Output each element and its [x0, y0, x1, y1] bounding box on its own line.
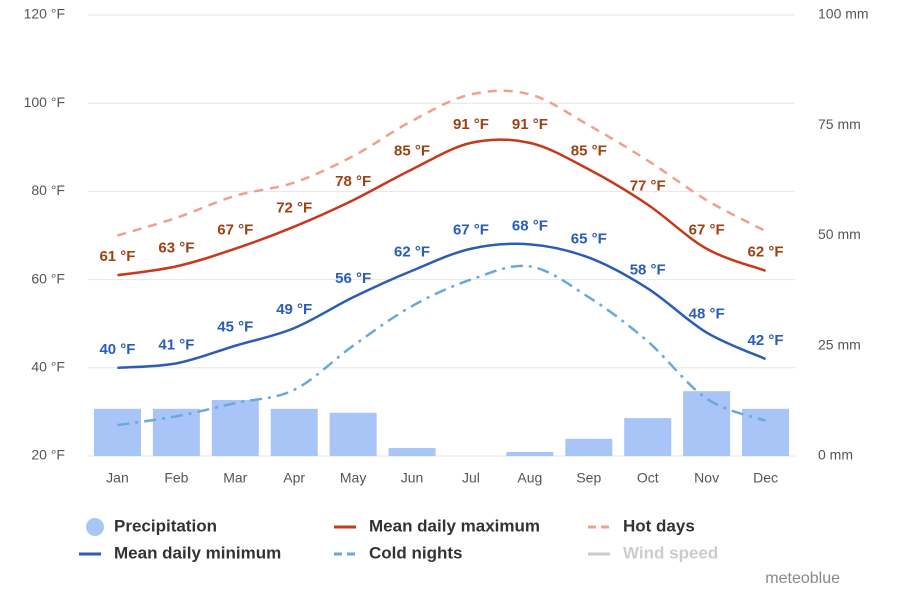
data-label: 91 °F — [453, 116, 489, 133]
x-tick-label: Jun — [401, 470, 424, 486]
data-label: 42 °F — [748, 332, 784, 349]
bar — [329, 412, 377, 456]
x-tick-label: Jul — [462, 470, 480, 486]
data-label: 67 °F — [217, 222, 253, 239]
data-label: 41 °F — [158, 336, 194, 353]
data-label: 62 °F — [394, 244, 430, 261]
y-tick-label: 120 °F — [24, 6, 65, 22]
x-tick-label: Nov — [694, 470, 719, 486]
y-tick-label: 20 °F — [31, 447, 65, 463]
data-label: 48 °F — [689, 305, 725, 322]
line — [117, 89, 767, 237]
bar — [93, 408, 141, 456]
line — [117, 138, 766, 277]
x-tick-label: Apr — [283, 470, 305, 486]
data-label: 61 °F — [99, 248, 135, 265]
legend-marker — [86, 518, 104, 536]
data-label: 85 °F — [571, 142, 607, 159]
data-label: 65 °F — [571, 231, 607, 248]
data-label: 72 °F — [276, 200, 312, 217]
x-tick-label: Mar — [223, 470, 247, 486]
legend-label: Hot days — [623, 516, 695, 535]
y-tick-label: 80 °F — [31, 182, 65, 198]
data-label: 63 °F — [158, 239, 194, 256]
legend-label: Precipitation — [114, 516, 217, 535]
bar — [211, 399, 259, 456]
data-label: 45 °F — [217, 319, 253, 336]
bar — [388, 448, 436, 456]
data-label: 62 °F — [748, 244, 784, 261]
x-tick-label: Aug — [517, 470, 542, 486]
x-tick-label: Feb — [164, 470, 188, 486]
data-label: 78 °F — [335, 173, 371, 190]
x-tick-label: Oct — [637, 470, 659, 486]
bar — [683, 391, 731, 456]
data-label: 91 °F — [512, 116, 548, 133]
data-label: 77 °F — [630, 178, 666, 195]
x-tick-label: May — [340, 470, 366, 486]
line — [117, 242, 767, 370]
bar — [565, 438, 613, 456]
data-label: 49 °F — [276, 301, 312, 318]
legend-label: Wind speed — [623, 543, 718, 562]
legend-label: Mean daily maximum — [369, 516, 540, 535]
bar — [506, 452, 554, 456]
y-tick-label: 40 °F — [31, 359, 65, 375]
x-tick-label: Jan — [106, 470, 129, 486]
x-tick-label: Dec — [753, 470, 778, 486]
data-label: 68 °F — [512, 217, 548, 234]
bar — [270, 408, 318, 456]
data-label: 85 °F — [394, 142, 430, 159]
data-label: 67 °F — [453, 222, 489, 239]
data-label: 58 °F — [630, 261, 666, 278]
y2-tick-label: 0 mm — [818, 447, 853, 463]
y2-tick-label: 25 mm — [818, 336, 861, 352]
y-tick-label: 100 °F — [24, 94, 65, 110]
y2-tick-label: 100 mm — [818, 6, 869, 22]
data-label: 40 °F — [99, 341, 135, 358]
bar — [742, 408, 790, 456]
y-tick-label: 60 °F — [31, 270, 65, 286]
legend-label: Cold nights — [369, 543, 462, 562]
brand: meteoblue — [765, 570, 840, 587]
y2-tick-label: 50 mm — [818, 226, 861, 242]
data-label: 56 °F — [335, 270, 371, 287]
x-tick-label: Sep — [576, 470, 601, 486]
data-label: 67 °F — [689, 222, 725, 239]
line — [117, 264, 766, 427]
y2-tick-label: 75 mm — [818, 116, 861, 132]
legend-label: Mean daily minimum — [114, 543, 281, 562]
bar — [624, 418, 672, 456]
